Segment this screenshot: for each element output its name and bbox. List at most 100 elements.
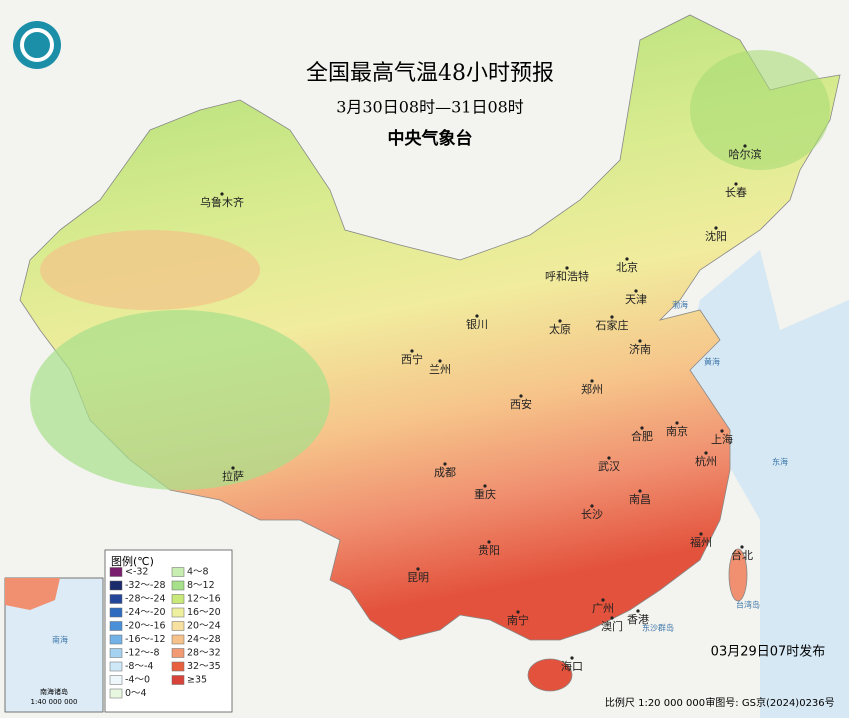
city-label: 武汉: [598, 460, 620, 473]
city-dot: [558, 319, 562, 323]
legend-swatch: [109, 621, 123, 631]
period: 3月30日08时—31日08时: [336, 98, 524, 117]
logo-mark: [20, 28, 54, 62]
legend-swatch: [109, 634, 123, 645]
city-dot: [638, 489, 642, 493]
legend-swatch: [171, 594, 185, 604]
city-label: 南昌: [629, 493, 651, 506]
city-dot: [410, 349, 414, 353]
city-label: 西宁: [401, 352, 423, 366]
northeast-zone: [690, 50, 830, 170]
legend-label: 28～32: [187, 648, 221, 659]
city-label: 澳门: [601, 619, 623, 633]
legend-label: -20～-16: [125, 621, 166, 632]
city-label: 呼和浩特: [545, 269, 589, 283]
city-dot: [636, 609, 640, 613]
sea-label: 东海: [772, 457, 788, 467]
sea-label: 黄海: [704, 357, 720, 367]
legend: [104, 549, 233, 713]
inset-scale: 1:40 000 000: [31, 698, 78, 706]
city-dot: [610, 315, 614, 319]
city-dot: [570, 656, 574, 660]
legend-label: -32～-28: [125, 580, 166, 591]
legend-swatch: [109, 607, 123, 618]
legend-label: 8～12: [187, 580, 215, 591]
legend-label: 12～16: [187, 594, 221, 605]
issuer: 中央气象台: [388, 128, 473, 149]
legend-swatch: [109, 580, 123, 591]
scale: 比例尺 1:20 000 000: [605, 696, 705, 709]
legend-label: -16～-12: [125, 634, 166, 645]
city-label: 乌鲁木齐: [200, 195, 244, 209]
legend-swatch: [171, 621, 185, 631]
basin-zone: [40, 230, 260, 310]
legend-label: 24～28: [187, 634, 221, 645]
legend-swatch: [171, 580, 185, 591]
city-label: 昆明: [407, 571, 429, 584]
legend-swatch: [171, 675, 185, 685]
city-dot: [699, 532, 703, 536]
city-label: 长春: [725, 186, 747, 199]
city-label: 西安: [510, 397, 532, 411]
legend-swatch: [171, 661, 185, 672]
city-dot: [638, 339, 642, 343]
city-label: 南京: [666, 424, 688, 438]
city-dot: [519, 394, 523, 398]
city-label: 香港: [627, 613, 649, 626]
legend-swatch: [171, 567, 185, 577]
hainan: [527, 658, 573, 692]
sea-label: 东沙群岛: [642, 623, 674, 633]
city-dot: [565, 266, 569, 270]
legend-swatch: [171, 648, 185, 658]
title: 全国最高气温48小时预报: [306, 61, 554, 86]
legend-label: <-32: [125, 567, 148, 578]
city-dot: [443, 462, 447, 466]
legend-swatch: [109, 688, 123, 699]
city-dot: [220, 192, 224, 196]
city-dot: [231, 466, 235, 470]
city-dot: [416, 567, 420, 571]
city-label: 成都: [434, 466, 456, 479]
city-dot: [438, 359, 442, 363]
city-label: 重庆: [474, 487, 496, 501]
city-dot: [625, 257, 629, 261]
legend-swatch: [171, 634, 185, 645]
city-label: 天津: [625, 293, 647, 306]
plateau-zone: [30, 310, 330, 490]
city-dot: [475, 314, 479, 318]
city-dot: [704, 451, 708, 455]
city-dot: [607, 456, 611, 460]
city-dot: [640, 426, 644, 430]
legend-label: -8～-4: [125, 661, 153, 672]
city-dot: [743, 144, 747, 148]
city-label: 台北: [731, 548, 753, 562]
legend-label: -28～-24: [125, 594, 166, 605]
city-dot: [714, 226, 718, 230]
city-label: 济南: [629, 342, 651, 356]
city-dot: [634, 289, 638, 293]
legend-label: 32～35: [187, 661, 221, 672]
legend-label: -12～-8: [125, 648, 160, 659]
city-label: 海口: [561, 659, 583, 673]
city-dot: [734, 182, 738, 186]
legend-swatch: [171, 607, 185, 618]
city-label: 南宁: [507, 613, 529, 627]
legend-swatch: [109, 567, 123, 577]
inset-land: [5, 578, 60, 610]
city-label: 长沙: [581, 508, 603, 521]
city-label: 北京: [616, 260, 638, 274]
legend-label: 0～4: [125, 688, 147, 699]
sea-label: 南海: [52, 635, 68, 645]
issued: 03月29日07时发布: [711, 644, 826, 660]
legend-label: -24～-20: [125, 607, 166, 618]
legend-title: 图例(℃): [111, 554, 154, 568]
legend-label: 16～20: [187, 607, 221, 618]
legend-label: 20～24: [187, 621, 221, 632]
legend-label: ≥35: [187, 675, 207, 686]
city-dot: [590, 379, 594, 383]
city-dot: [590, 504, 594, 508]
city-dot: [720, 429, 724, 433]
city-label: 兰州: [429, 363, 451, 376]
city-dot: [487, 540, 491, 544]
city-dot: [740, 545, 744, 549]
